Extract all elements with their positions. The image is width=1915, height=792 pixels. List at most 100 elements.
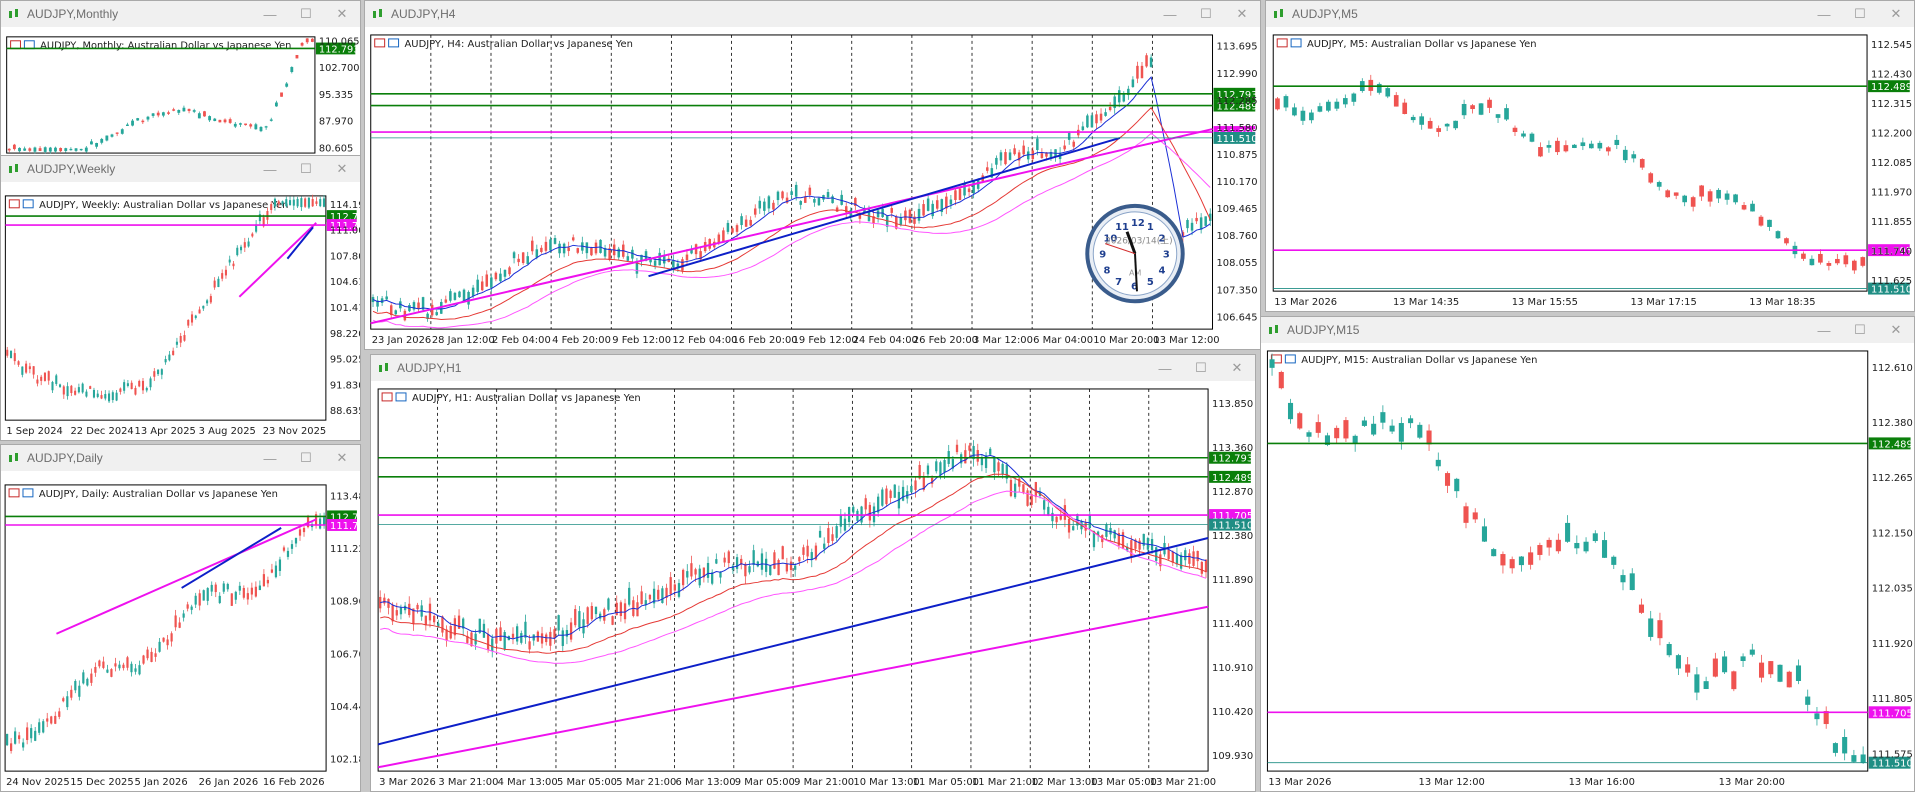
candle bbox=[945, 192, 948, 215]
trend-line[interactable] bbox=[286, 226, 314, 260]
chart-area[interactable]: AUDJPY, Daily: Australian Dollar vs Japa… bbox=[1, 471, 360, 791]
candle bbox=[1047, 502, 1050, 517]
one-click-trading-icon[interactable] bbox=[1276, 38, 1288, 48]
maximize-icon[interactable]: ☐ bbox=[1854, 6, 1866, 21]
minimize-icon[interactable]: — bbox=[1158, 360, 1172, 376]
chart-window-h1[interactable]: AUDJPY,H1 — ☐ ✕ AUDJPY, H1: Australian D… bbox=[370, 354, 1256, 792]
candle bbox=[1495, 114, 1501, 123]
maximize-icon[interactable]: ☐ bbox=[1854, 322, 1866, 337]
window-titlebar[interactable]: AUDJPY,M5 — ☐ ✕ bbox=[1266, 1, 1914, 27]
maximize-icon[interactable]: ☐ bbox=[300, 161, 312, 176]
candle bbox=[644, 593, 647, 610]
minimize-icon[interactable]: — bbox=[263, 450, 277, 466]
candle bbox=[289, 196, 292, 206]
candle bbox=[294, 537, 298, 548]
chart-window-h4[interactable]: AUDJPY,H4 — ☐ ✕ AUDJPY, H4: Australian D… bbox=[364, 0, 1261, 350]
window-titlebar[interactable]: AUDJPY,M15 — ☐ ✕ bbox=[1261, 317, 1914, 343]
minimize-icon[interactable]: — bbox=[263, 161, 277, 177]
maximize-icon[interactable]: ☐ bbox=[1195, 360, 1207, 375]
x-axis-label: 13 Apr 2025 bbox=[135, 426, 196, 437]
candle bbox=[18, 731, 21, 744]
chart-window-daily[interactable]: AUDJPY,Daily — ☐ ✕ AUDJPY, Daily: Austra… bbox=[0, 444, 361, 792]
chart-window-monthly[interactable]: AUDJPY,Monthly — ☐ ✕ AUDJPY, Monthly: Au… bbox=[0, 0, 361, 158]
minimize-icon[interactable]: — bbox=[263, 6, 277, 22]
one-click-trading-icon[interactable] bbox=[8, 199, 20, 209]
trend-line[interactable] bbox=[377, 605, 1209, 769]
x-axis-label: 11 Mar 05:00 bbox=[913, 777, 979, 788]
candle bbox=[1860, 746, 1866, 764]
chart-type-icon[interactable] bbox=[388, 38, 400, 48]
minimize-icon[interactable]: — bbox=[1817, 322, 1831, 338]
chart-area[interactable]: AUDJPY, H4: Australian Dollar vs Japanes… bbox=[365, 27, 1260, 349]
window-titlebar[interactable]: AUDJPY,Monthly — ☐ ✕ bbox=[1, 1, 360, 27]
trend-line[interactable] bbox=[181, 526, 282, 589]
maximize-icon[interactable]: ☐ bbox=[300, 450, 312, 465]
trend-line[interactable] bbox=[377, 537, 1209, 746]
x-axis-label: 24 Feb 04:00 bbox=[853, 335, 918, 346]
price-chart[interactable]: AUDJPY, H4: Australian Dollar vs Japanes… bbox=[365, 27, 1260, 349]
chart-area[interactable]: AUDJPY, M15: Australian Dollar vs Japane… bbox=[1261, 343, 1914, 791]
y-axis-label: 98.220 bbox=[330, 329, 360, 340]
window-titlebar[interactable]: AUDJPY,H1 — ☐ ✕ bbox=[371, 355, 1255, 381]
trend-line[interactable] bbox=[56, 518, 317, 635]
candle bbox=[1408, 415, 1414, 429]
minimize-icon[interactable]: — bbox=[1163, 6, 1177, 22]
trend-line[interactable] bbox=[370, 128, 1213, 325]
minimize-icon[interactable]: — bbox=[1817, 6, 1831, 22]
candle bbox=[1117, 86, 1121, 108]
candle bbox=[134, 664, 137, 675]
close-icon[interactable]: ✕ bbox=[1890, 322, 1902, 337]
trend-line[interactable] bbox=[238, 222, 317, 298]
maximize-icon[interactable]: ☐ bbox=[300, 6, 312, 21]
close-icon[interactable]: ✕ bbox=[1236, 6, 1248, 21]
chart-type-icon[interactable] bbox=[1290, 38, 1302, 48]
candle bbox=[557, 614, 560, 636]
y-axis-label: 109.465 bbox=[1216, 204, 1257, 215]
chart-area[interactable]: AUDJPY, Monthly: Australian Dollar vs Ja… bbox=[1, 27, 360, 157]
chart-window-m15[interactable]: AUDJPY,M15 — ☐ ✕ AUDJPY, M15: Australian… bbox=[1260, 316, 1915, 792]
price-chart[interactable]: AUDJPY, Daily: Australian Dollar vs Japa… bbox=[1, 471, 360, 791]
price-chart[interactable]: AUDJPY, M15: Australian Dollar vs Japane… bbox=[1261, 343, 1914, 791]
trend-line[interactable] bbox=[648, 136, 1121, 278]
window-title: AUDJPY,H1 bbox=[397, 361, 462, 375]
chart-type-icon[interactable] bbox=[22, 199, 34, 209]
chart-type-icon[interactable] bbox=[395, 392, 407, 402]
candle bbox=[84, 146, 88, 153]
close-icon[interactable]: ✕ bbox=[336, 161, 348, 176]
candle bbox=[1092, 530, 1096, 551]
window-titlebar[interactable]: AUDJPY,Daily — ☐ ✕ bbox=[1, 445, 360, 471]
candle bbox=[213, 117, 217, 122]
candle bbox=[1690, 195, 1696, 212]
y-axis-label: 102.180 bbox=[330, 755, 360, 766]
price-chart[interactable]: AUDJPY, M5: Australian Dollar vs Japanes… bbox=[1266, 27, 1914, 311]
close-icon[interactable]: ✕ bbox=[1890, 6, 1902, 21]
close-icon[interactable]: ✕ bbox=[336, 6, 348, 21]
price-chart[interactable]: AUDJPY, Weekly: Australian Dollar vs Jap… bbox=[1, 182, 360, 440]
candle bbox=[585, 242, 589, 259]
one-click-trading-icon[interactable] bbox=[374, 38, 386, 48]
chart-area[interactable]: AUDJPY, H1: Australian Dollar vs Japanes… bbox=[371, 381, 1255, 791]
chart-type-icon[interactable] bbox=[22, 488, 34, 498]
candle bbox=[1487, 97, 1492, 114]
chart-area[interactable]: AUDJPY, Weekly: Australian Dollar vs Jap… bbox=[1, 182, 360, 440]
chart-window-weekly[interactable]: AUDJPY,Weekly — ☐ ✕ AUDJPY, Weekly: Aust… bbox=[0, 155, 361, 441]
candle bbox=[1004, 148, 1007, 166]
price-chart[interactable]: AUDJPY, H1: Australian Dollar vs Japanes… bbox=[371, 381, 1255, 791]
window-titlebar[interactable]: AUDJPY,H4 — ☐ ✕ bbox=[365, 1, 1260, 27]
candle bbox=[194, 592, 197, 608]
candle bbox=[138, 379, 141, 388]
window-titlebar[interactable]: AUDJPY,Weekly — ☐ ✕ bbox=[1, 156, 360, 182]
one-click-trading-icon[interactable] bbox=[10, 40, 21, 50]
price-chart[interactable]: AUDJPY, Monthly: Australian Dollar vs Ja… bbox=[1, 27, 360, 157]
close-icon[interactable]: ✕ bbox=[1231, 360, 1243, 375]
close-icon[interactable]: ✕ bbox=[336, 450, 348, 465]
one-click-trading-icon[interactable] bbox=[381, 392, 393, 402]
maximize-icon[interactable]: ☐ bbox=[1200, 6, 1212, 21]
chart-area[interactable]: AUDJPY, M5: Australian Dollar vs Japanes… bbox=[1266, 27, 1914, 311]
chart-type-icon[interactable] bbox=[23, 40, 35, 50]
one-click-trading-icon[interactable] bbox=[1270, 354, 1282, 364]
candle bbox=[608, 244, 611, 262]
chart-window-m5[interactable]: AUDJPY,M5 — ☐ ✕ AUDJPY, M5: Australian D… bbox=[1265, 0, 1915, 312]
chart-type-icon[interactable] bbox=[1284, 354, 1296, 364]
one-click-trading-icon[interactable] bbox=[8, 488, 20, 498]
